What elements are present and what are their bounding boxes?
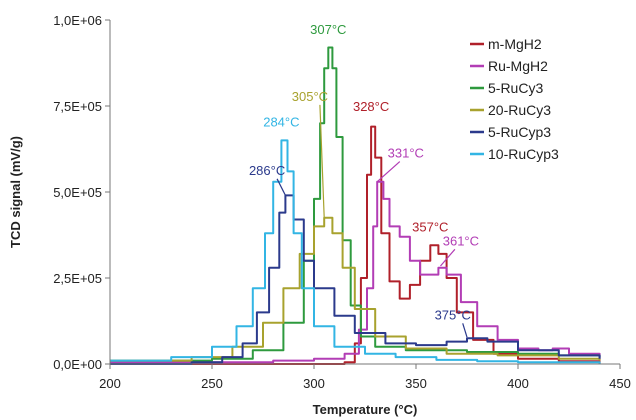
annotation-arrow <box>440 248 456 267</box>
series-line-10-rucyp3 <box>110 139 601 364</box>
series-line-ru-mgh2 <box>110 180 601 364</box>
y-tick-label: 5,0E+05 <box>53 185 102 200</box>
annotation-label: 357°C <box>412 220 448 235</box>
legend-label: 20-RuCy3 <box>488 102 551 118</box>
x-tick-label: 400 <box>507 376 529 391</box>
series-line-20-rucy3 <box>110 216 601 362</box>
annotation-label: 375°C <box>435 307 471 322</box>
y-tick-label: 2,5E+05 <box>53 271 102 286</box>
legend-label: 5-RuCy3 <box>488 80 543 96</box>
series-layer <box>110 46 601 365</box>
x-axis-title: Temperature (°C) <box>313 402 418 417</box>
annotation-label: 286°C <box>249 163 285 178</box>
x-tick-label: 250 <box>201 376 223 391</box>
annotation-arrow <box>319 104 325 218</box>
annotation-label: 305°C <box>292 89 328 104</box>
annotation-label: 361°C <box>443 233 479 248</box>
legend-label: 5-RuCyp3 <box>488 124 551 140</box>
legend-label: Ru-MgH2 <box>488 58 548 74</box>
axes-layer: Temperature (°C) TCD signal (mV/g) 200 25… <box>8 13 631 417</box>
legend-label: m-MgH2 <box>488 36 542 52</box>
legend: m-MgH2 Ru-MgH2 5-RuCy3 20-RuCy3 5-RuCyp3 10-R… <box>470 36 559 162</box>
y-tick-label: 0,0E+00 <box>53 357 102 372</box>
annotation-arrow <box>376 161 401 183</box>
y-tick-label: 1,0E+06 <box>53 13 102 28</box>
series-line-5-rucy3 <box>110 46 601 362</box>
annotation-label: 331°C <box>388 146 424 161</box>
annotation-label: 307°C <box>310 22 346 37</box>
y-tick-label: 7,5E+05 <box>53 99 102 114</box>
annotation-arrow <box>462 323 468 338</box>
y-axis-title: TCD signal (mV/g) <box>8 136 23 248</box>
annotation-arrow <box>276 178 286 196</box>
x-tick-label: 450 <box>609 376 631 391</box>
annotation-layer: 307°C 305°C 328°C 331°C 284°C 286°C 357°C361°C… <box>249 22 479 338</box>
annotation-label: 328°C <box>353 99 389 114</box>
annotation-label: 284°C <box>263 115 299 130</box>
x-tick-label: 350 <box>405 376 427 391</box>
x-tick-label: 300 <box>303 376 325 391</box>
x-tick-label: 200 <box>99 376 121 391</box>
legend-label: 10-RuCyp3 <box>488 146 559 162</box>
